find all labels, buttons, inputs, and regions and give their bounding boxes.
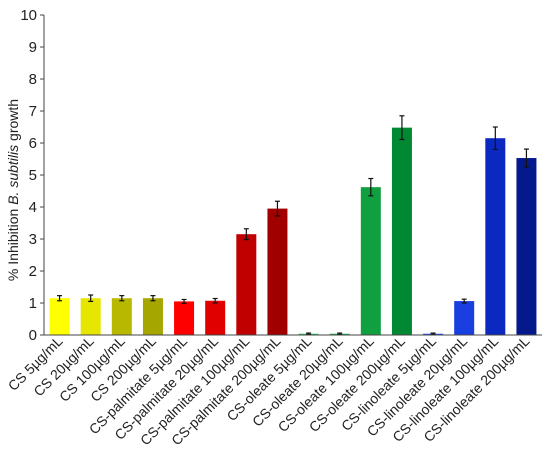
bar	[516, 158, 537, 335]
bar	[142, 298, 163, 335]
y-tick-label: 0	[29, 327, 37, 344]
bar	[174, 301, 195, 335]
y-axis: 0 1 2 3 4 5 6 7 8 9 10	[20, 7, 45, 344]
bar	[205, 300, 226, 335]
bar	[111, 298, 132, 335]
bar	[485, 138, 506, 335]
y-tick-label: 4	[29, 199, 37, 216]
y-axis-label: % Inhibition B. subtilis growth	[5, 99, 21, 281]
y-tick-label: 8	[29, 71, 37, 88]
y-tick-label: 10	[20, 7, 37, 24]
y-tick-label: 7	[29, 103, 37, 120]
y-tick-label: 1	[29, 295, 37, 312]
bar	[454, 301, 475, 335]
bar	[267, 208, 288, 335]
y-tick-label: 2	[29, 263, 37, 280]
bars	[49, 115, 537, 335]
y-tick-label: 9	[29, 39, 37, 56]
bar	[360, 187, 381, 335]
bar	[391, 127, 412, 335]
bar	[236, 234, 257, 335]
y-tick-label: 6	[29, 135, 37, 152]
bar	[80, 298, 101, 335]
y-tick-label: 5	[29, 167, 37, 184]
bar	[49, 298, 70, 335]
y-tick-label: 3	[29, 231, 37, 248]
